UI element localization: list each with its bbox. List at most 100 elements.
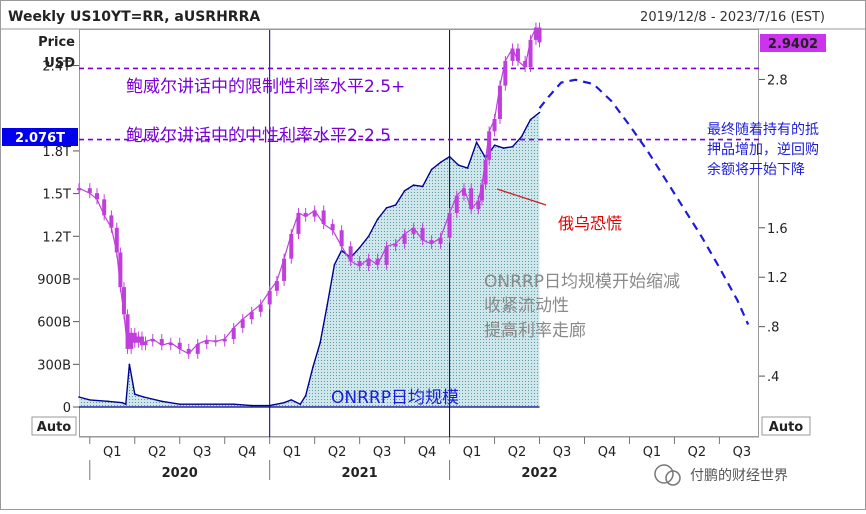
yield-candle xyxy=(384,246,389,265)
onrrp-point xyxy=(394,204,397,206)
year-label: 2022 xyxy=(521,466,557,481)
quarter-label: Q2 xyxy=(328,445,347,460)
yield-candle xyxy=(469,188,474,210)
yield-candle xyxy=(487,131,492,160)
yield-candle xyxy=(102,199,107,216)
yield-candle xyxy=(114,227,119,253)
quarter-label: Q2 xyxy=(508,445,527,460)
yield-candle xyxy=(357,261,362,267)
onrrp-point xyxy=(142,396,145,398)
yield-candle xyxy=(274,280,279,291)
onrrp-point xyxy=(78,396,80,398)
yield-candle xyxy=(168,342,173,346)
left-axis-ticks: 0 300B 600B 900B 1.2T 1.5T 1.8T 2.4T xyxy=(37,60,79,416)
quarter-label: Q4 xyxy=(598,445,617,460)
onrrp-point xyxy=(502,147,505,149)
onrrp-point xyxy=(412,184,415,186)
left-tick-label: 600B xyxy=(37,316,71,331)
onrrp-point xyxy=(511,145,514,148)
yield-candle xyxy=(121,287,126,315)
forecast-note-line3: 余额将开始下降 xyxy=(707,161,805,178)
onrrp-area-label: ONRRP日均规模 xyxy=(331,388,459,408)
yield-candle xyxy=(222,339,227,342)
onrrp-shrink-line1: ONRRP日均规模开始缩减 xyxy=(484,272,680,292)
yield-candle xyxy=(339,230,344,247)
onrrp-point xyxy=(133,393,136,395)
onrrp-area-layer xyxy=(78,111,541,408)
yield-candle xyxy=(118,252,123,288)
yield-candle xyxy=(348,246,353,262)
yield-candle xyxy=(402,233,407,244)
left-current-value-tag xyxy=(2,128,78,146)
right-tick-label: 1.6 xyxy=(767,222,788,237)
yield-candle xyxy=(438,237,443,244)
quarter-label: Q3 xyxy=(193,445,212,460)
onrrp-point xyxy=(385,207,388,209)
yield-candle xyxy=(483,159,488,185)
yield-candle xyxy=(159,339,164,346)
right-tick-label: .8 xyxy=(767,321,779,336)
left-tick-label: 1.5T xyxy=(42,188,71,203)
right-auto-box[interactable] xyxy=(761,416,811,436)
yield-candle xyxy=(204,340,209,344)
quarter-label: Q2 xyxy=(148,445,167,460)
onrrp-point xyxy=(304,394,307,397)
quarter-label: Q3 xyxy=(553,445,572,460)
onrrp-point xyxy=(493,144,496,147)
left-tick-label: 300B xyxy=(37,358,71,373)
yield-candle xyxy=(231,327,236,340)
forecast-note-line2: 押品增加，逆回购 xyxy=(707,142,819,158)
onrrp-point xyxy=(333,263,336,266)
quarter-label: Q1 xyxy=(643,445,662,460)
forecast-layer xyxy=(538,78,750,325)
yield-candle xyxy=(267,290,272,305)
quarter-label: Q4 xyxy=(418,445,437,460)
onrrp-point xyxy=(529,118,532,121)
left-tick-label: 900B xyxy=(37,273,71,288)
onrrp-point xyxy=(160,400,163,403)
right-tick-label: 1.2 xyxy=(767,271,788,286)
left-auto-box[interactable] xyxy=(31,416,77,436)
onrrp-point xyxy=(475,141,478,144)
yield-candle xyxy=(296,212,301,234)
yield-candle xyxy=(533,27,538,40)
yield-candle xyxy=(330,224,335,231)
yield-candle xyxy=(139,336,144,346)
right-tick-label: 2.8 xyxy=(767,73,788,88)
onrrp-point xyxy=(250,404,253,407)
yield-candle xyxy=(132,332,137,343)
onrrp-point xyxy=(312,366,314,368)
onrrp-point xyxy=(106,400,109,403)
onrrp-point xyxy=(457,164,460,166)
left-auto-label: Auto xyxy=(37,420,72,435)
quarter-label: Q3 xyxy=(733,445,752,460)
left-tick-label: 1.8T xyxy=(42,145,71,160)
right-current-value: 2.9402 xyxy=(768,37,818,52)
yield-candle xyxy=(366,258,371,267)
onrrp-point xyxy=(367,235,370,238)
forecast-note-line1: 最终随着持有的抵 xyxy=(707,122,819,138)
onrrp-point xyxy=(358,246,361,249)
quarter-label: Q1 xyxy=(283,445,302,460)
yield-candle xyxy=(186,348,191,354)
right-auto-label: Auto xyxy=(769,420,804,435)
wechat-logo-icon xyxy=(654,464,674,484)
quarter-label: Q4 xyxy=(238,445,257,460)
yield-candle xyxy=(282,258,287,281)
quarter-label: Q1 xyxy=(463,445,482,460)
onrrp-shrink-line2: 收紧流动性 xyxy=(484,296,569,316)
right-tick-label: .4 xyxy=(767,370,779,385)
onrrp-point xyxy=(290,399,293,401)
yield-candle xyxy=(125,314,130,349)
russia-panic-annotation: 俄乌恐慌 xyxy=(558,214,622,233)
onrrp-point xyxy=(88,399,91,401)
yield-candle xyxy=(479,184,484,201)
onrrp-point xyxy=(466,167,469,169)
yield-candle xyxy=(258,304,263,312)
right-current-value-tag xyxy=(760,34,826,52)
onrrp-point xyxy=(439,161,442,164)
date-range: 2019/12/8 - 2023/7/16 (EST) xyxy=(640,10,825,25)
yield-candle xyxy=(492,118,497,132)
neutral-rate-annotation: 鲍威尔讲话中的中性利率水平2-2.5 xyxy=(126,126,391,146)
yield-candle xyxy=(375,258,380,265)
